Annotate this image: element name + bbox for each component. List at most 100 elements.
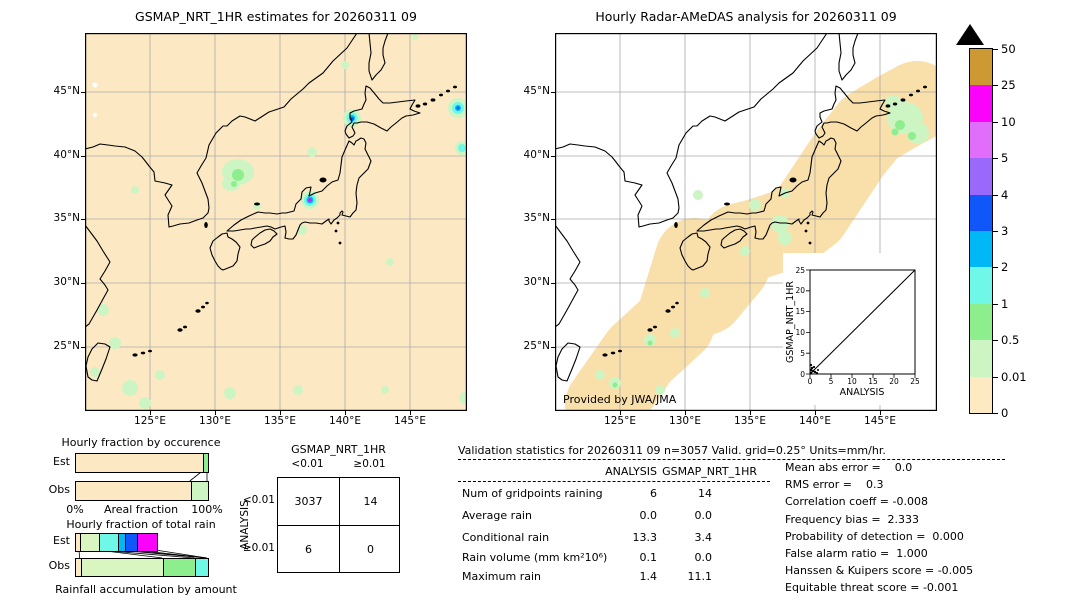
score-line: Frequency bias = 2.333 [785,512,920,526]
x-tick [880,411,881,415]
stats-analysis-value: 13.3 [632,531,658,544]
gsmap-map [85,33,467,411]
diagonal-line [809,269,916,375]
inset-ytick: 0 [800,370,805,379]
colorbar-tick [993,49,998,50]
colorbar-segment [970,303,992,341]
x-tick-label: 130°E [199,415,231,427]
y-tick [81,347,85,348]
y-tick [81,92,85,93]
y-tick-label: 25°N [53,340,80,352]
stats-gsmap-value: 14 [698,487,712,500]
x-tick [815,411,816,415]
x-tick-label: 135°E [264,415,296,427]
bar-segment [190,482,208,500]
colorbar-tick-label: 2 [1001,260,1009,275]
occurrence_chart-obs-bar [75,481,209,501]
bar-segment [203,454,208,472]
stats-row-label: Average rain [462,509,532,522]
colorbar-segment [970,85,992,122]
contingency-cell: 14 [363,495,378,508]
bar-segment [136,534,157,551]
y-tick [81,156,85,157]
totalrain-chart-title: Hourly fraction of total rain [66,518,216,531]
stats-gsmap-value: 0.0 [694,509,713,522]
x-axis-title: Areal fraction [103,503,179,516]
stats-row-label: Conditional rain [462,531,550,544]
inset-ytick: 25 [795,266,805,275]
colorbar-tick-label: 5 [1001,151,1009,166]
colorbar-tick [993,267,998,269]
y-tick [81,283,85,284]
y-tick [551,156,555,157]
inset-xtick: 10 [847,377,857,386]
left-map-title: GSMAP_NRT_1HR estimates for 20260311 09 [135,9,417,24]
x-tick [280,411,281,415]
inset-xtick: 0 [808,377,813,386]
stats-row-label: Maximum rain [462,570,541,583]
colorbar-tick [993,376,998,378]
contingency-cell: 6 [305,543,312,556]
provided-by-label: Provided by JWA/JMA [563,393,677,406]
occurrence_chart-est-bar [75,453,209,473]
x-tick [410,411,411,415]
y-tick-label: 30°N [53,276,80,288]
colorbar-tick-label: 4 [1001,187,1009,202]
stats-gsmap-value: 11.1 [687,570,713,583]
x-axis-min-label: 0% [66,503,84,516]
y-tick-label: 40°N [523,149,550,161]
colorbar-segment [970,158,992,195]
colorbar-overflow-arrow-icon [956,24,984,45]
inset-xlabel: ANALYSIS [840,387,885,398]
radar-map: 0 5 10 15 20 25 0 5 10 15 20 25 ANALYSIS… [555,33,937,411]
bar-segment [163,559,196,576]
colorbar-segment [970,194,992,231]
x-tick [685,411,686,415]
inset-xtick: 20 [889,377,899,386]
stats-analysis-value: 6 [650,487,657,500]
bar-segment [98,534,119,551]
totalrain_chart-obs-bar [75,558,209,577]
colorbar-tick-label: 0.01 [1001,369,1027,384]
y-tick-label: 35°N [53,212,80,224]
y-tick-label: 35°N [523,212,550,224]
colorbar-tick-label: 3 [1001,224,1009,238]
x-tick [215,411,216,415]
stats-row-label: Rain volume (mm km²10⁶) [462,551,608,564]
y-tick [551,92,555,93]
colorbar-tick [993,231,998,232]
inset-xtick: 15 [868,377,878,386]
stats-header-divider [458,481,770,482]
bar-segment [76,534,80,551]
stats-analysis-value: 0.0 [639,509,658,522]
stats-title: Validation statistics for 20260311 09 n=… [458,444,1005,460]
bar-segment [80,534,99,551]
score-line: Equitable threat score = -0.001 [785,581,959,595]
y-tick-label: 45°N [523,85,550,97]
contingency-col-title: GSMAP_NRT_1HR [291,443,386,456]
colorbar-segment [970,121,992,159]
colorbar-segment [970,340,992,377]
y-tick-label: 30°N [523,276,550,288]
bar-segment [76,482,191,500]
y-tick [551,347,555,348]
stats-col-header-gsmap: GSMAP_NRT_1HR [662,465,757,478]
bar-segment [118,534,125,551]
bar-segment [76,559,81,576]
totalrain_chart-est-bar [75,533,158,552]
contingency-row-label: ≥0.01 [242,542,275,554]
est-row-label: Est [53,455,70,468]
colorbar-outline [969,48,993,414]
x-tick [150,411,151,415]
inset-ytick: 5 [800,349,805,358]
x-tick-label: 135°E [734,415,766,427]
stats-row-label: Num of gridpoints raining [462,487,603,500]
score-line: Correlation coeff = -0.008 [785,495,928,509]
colorbar-segment [970,49,992,86]
obs-row-label: Obs [48,559,70,572]
right-map-title: Hourly Radar-AMeDAS analysis for 2026031… [595,9,897,24]
x-tick-label: 125°E [604,415,636,427]
colorbar-tick [993,194,998,196]
x-tick [620,411,621,415]
